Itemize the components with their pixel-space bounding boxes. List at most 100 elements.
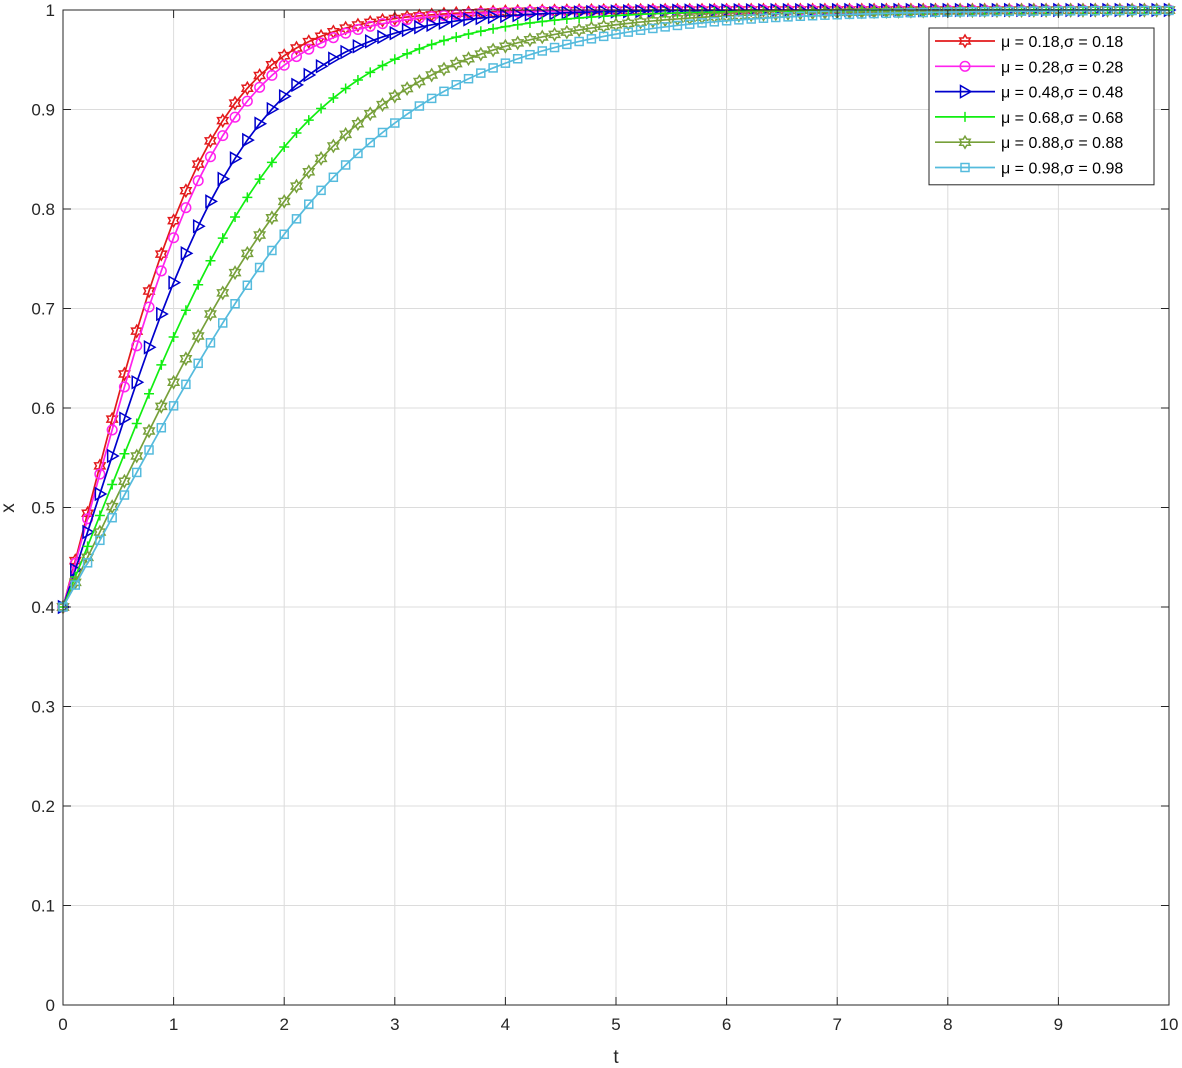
data-point <box>316 103 327 114</box>
data-point <box>119 411 132 426</box>
data-point <box>560 24 574 40</box>
data-point <box>769 6 783 22</box>
data-point <box>960 111 970 122</box>
data-point <box>1002 3 1016 19</box>
data-point <box>82 524 96 540</box>
data-point <box>168 401 179 411</box>
data-point <box>267 245 277 256</box>
data-point <box>70 580 81 590</box>
data-point <box>352 23 364 36</box>
data-point <box>402 109 412 119</box>
data-point <box>635 9 646 20</box>
data-point <box>426 17 440 33</box>
data-point <box>167 374 181 390</box>
data-point <box>94 468 106 480</box>
data-point <box>511 35 525 51</box>
data-point <box>684 19 695 29</box>
data-point <box>180 202 192 214</box>
data-point <box>94 510 105 521</box>
data-point <box>340 44 354 60</box>
data-point <box>377 60 388 71</box>
data-point <box>561 13 572 24</box>
data-point <box>315 37 327 49</box>
data-point <box>340 83 351 94</box>
data-point <box>524 7 538 22</box>
data-point <box>586 12 597 23</box>
data-point <box>168 232 180 244</box>
legend-label: μ = 0.88,σ = 0.88 <box>1001 135 1123 152</box>
data-point <box>413 12 425 24</box>
legend: μ = 0.18,σ = 0.18 μ = 0.28,σ = 0.28 μ = 0.… <box>928 27 1155 186</box>
data-point <box>242 280 253 291</box>
data-point <box>131 374 145 390</box>
data-point <box>476 68 486 78</box>
legend-item: μ = 0.88,σ = 0.88 <box>935 134 1123 152</box>
data-point <box>959 84 973 99</box>
data-point <box>217 130 229 142</box>
data-point <box>142 423 156 439</box>
data-point <box>795 11 806 22</box>
data-point <box>474 46 488 62</box>
data-point <box>402 48 413 59</box>
data-point <box>315 58 329 74</box>
data-point <box>327 32 339 44</box>
data-point <box>438 15 452 30</box>
data-point <box>537 16 548 27</box>
data-point <box>611 29 621 39</box>
data-point <box>635 25 646 35</box>
data-point <box>95 535 105 546</box>
legend-box <box>928 27 1155 186</box>
data-point <box>131 340 143 352</box>
data-point <box>303 67 317 83</box>
data-point <box>488 63 498 73</box>
data-point <box>906 8 916 18</box>
data-point <box>130 448 144 464</box>
data-point <box>82 541 93 552</box>
data-point <box>820 10 830 20</box>
data-point <box>586 34 597 44</box>
x-tick-label: 1 <box>169 1015 178 1034</box>
data-point <box>118 381 130 393</box>
data-point <box>339 126 353 142</box>
data-point <box>253 227 267 243</box>
data-point <box>958 134 972 150</box>
data-point <box>156 306 169 322</box>
data-point <box>462 51 476 67</box>
data-point <box>377 127 388 138</box>
data-point <box>119 490 130 500</box>
data-point <box>154 246 168 262</box>
legend-label: μ = 0.98,σ = 0.98 <box>1001 161 1123 178</box>
data-point <box>451 80 461 90</box>
data-point <box>562 39 572 50</box>
data-point <box>265 210 279 226</box>
data-point <box>277 48 291 64</box>
data-point <box>242 132 255 148</box>
data-point <box>156 422 167 433</box>
data-point <box>512 7 526 23</box>
data-point <box>179 351 193 367</box>
data-point <box>106 424 118 436</box>
data-point <box>746 14 756 24</box>
data-point <box>537 46 548 56</box>
data-point <box>414 19 427 35</box>
data-point <box>1115 5 1125 16</box>
legend-label: μ = 0.68,σ = 0.68 <box>1001 110 1123 127</box>
data-point <box>254 116 268 131</box>
x-tick-label: 3 <box>390 1015 399 1034</box>
data-point <box>228 265 242 281</box>
data-point <box>525 49 535 60</box>
data-point <box>266 157 277 168</box>
data-point <box>1150 2 1164 18</box>
data-point <box>217 171 231 187</box>
data-point <box>107 479 118 490</box>
data-point <box>376 97 389 113</box>
data-point <box>328 51 341 66</box>
data-point <box>191 156 205 172</box>
data-point <box>290 178 303 194</box>
data-point <box>229 111 241 123</box>
y-tick-label: 0.6 <box>31 399 55 418</box>
data-point <box>1078 6 1088 16</box>
data-point <box>598 31 609 42</box>
data-point <box>979 6 990 17</box>
data-point <box>328 172 339 183</box>
